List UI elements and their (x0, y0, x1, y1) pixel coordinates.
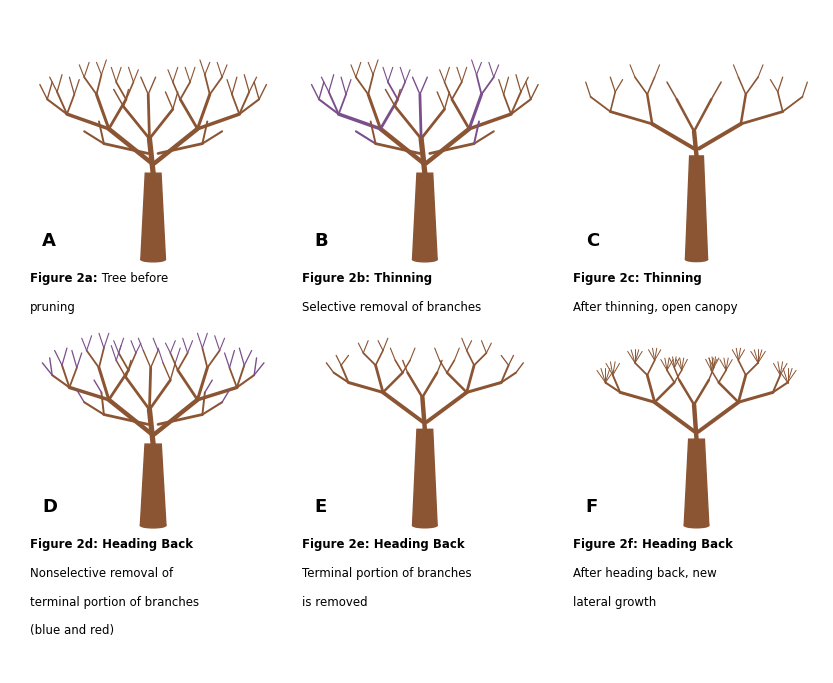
Text: F: F (586, 497, 598, 516)
Text: B: B (314, 232, 327, 249)
Polygon shape (684, 439, 709, 525)
Text: terminal portion of branches: terminal portion of branches (30, 596, 199, 609)
Text: C: C (586, 232, 599, 249)
Ellipse shape (412, 257, 437, 262)
Text: Selective removal of branches: Selective removal of branches (302, 301, 481, 314)
Text: Figure 2d: Heading Back: Figure 2d: Heading Back (30, 538, 193, 551)
Text: After thinning, open canopy: After thinning, open canopy (573, 301, 738, 314)
Ellipse shape (140, 522, 166, 528)
Polygon shape (412, 430, 437, 525)
Text: D: D (42, 497, 57, 516)
Polygon shape (141, 173, 166, 260)
Ellipse shape (686, 257, 707, 262)
Text: Terminal portion of branches: Terminal portion of branches (302, 567, 471, 580)
Text: A: A (42, 232, 56, 249)
Text: After heading back, new: After heading back, new (573, 567, 717, 580)
Ellipse shape (684, 523, 709, 528)
Text: Figure 2c: Thinning: Figure 2c: Thinning (573, 273, 702, 285)
Text: Nonselective removal of: Nonselective removal of (30, 567, 173, 580)
Ellipse shape (141, 257, 166, 262)
Text: Figure 2a:: Figure 2a: (30, 273, 97, 285)
Polygon shape (140, 444, 166, 525)
Text: is removed: is removed (302, 596, 367, 609)
Text: lateral growth: lateral growth (573, 596, 656, 609)
Text: Tree before: Tree before (97, 273, 168, 285)
Text: (blue and red): (blue and red) (30, 624, 114, 637)
Ellipse shape (412, 523, 437, 528)
Text: Figure 2e: Heading Back: Figure 2e: Heading Back (302, 538, 464, 551)
Text: Figure 2f: Heading Back: Figure 2f: Heading Back (573, 538, 733, 551)
Polygon shape (686, 156, 707, 260)
Text: pruning: pruning (30, 301, 76, 314)
Text: Figure 2b: Thinning: Figure 2b: Thinning (302, 273, 431, 285)
Text: E: E (314, 497, 327, 516)
Polygon shape (412, 173, 437, 260)
